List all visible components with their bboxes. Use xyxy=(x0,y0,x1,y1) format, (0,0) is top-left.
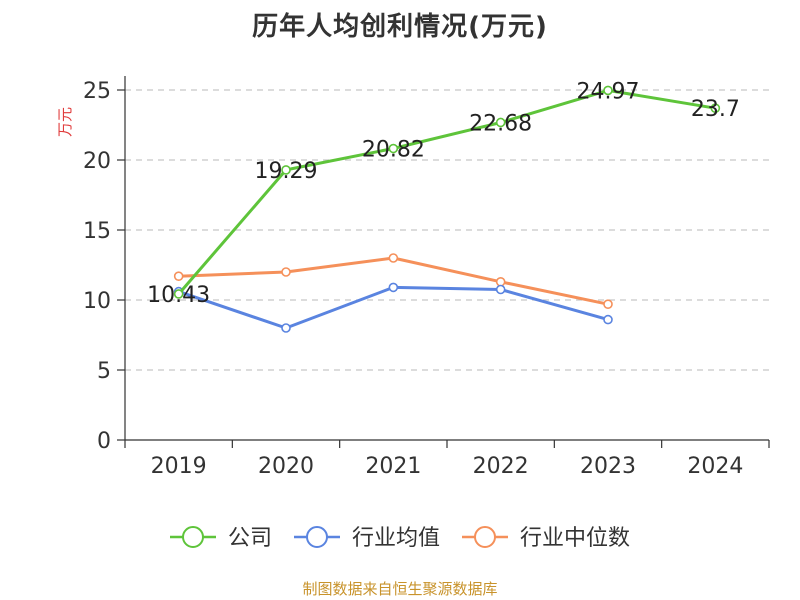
y-tick-label: 20 xyxy=(83,149,111,174)
legend-marker xyxy=(182,526,204,548)
data-point xyxy=(173,271,184,282)
x-tick-label: 2020 xyxy=(258,454,314,479)
chart-title: 历年人均创利情况(万元) xyxy=(252,12,548,42)
data-point xyxy=(388,253,399,263)
data-point xyxy=(710,103,721,113)
data-source-footer: 制图数据来自恒生聚源数据库 xyxy=(302,580,498,598)
x-tick-label: 2022 xyxy=(473,454,529,479)
axes: 0 5 10 15 20 25 2019 2020 2021 2022 2023 2024 万元 xyxy=(56,76,770,479)
data-label: 22.68 xyxy=(469,111,532,136)
legend-label: 行业均值 xyxy=(352,526,440,551)
y-axis-label: 万元 xyxy=(56,107,74,137)
data-point xyxy=(388,282,399,293)
series-line-1 xyxy=(177,285,610,330)
data-labels: 10.43 19.29 20.82 22.68 24.97 23.7 xyxy=(147,79,740,308)
x-tick-label: 2024 xyxy=(687,454,743,479)
series-line-2 xyxy=(177,256,610,306)
series-lines xyxy=(173,85,721,333)
data-point xyxy=(388,143,399,154)
data-point xyxy=(281,165,291,175)
data-point xyxy=(281,267,291,277)
x-tick-label: 2019 xyxy=(151,454,207,479)
data-label: 19.29 xyxy=(255,159,318,184)
data-point xyxy=(173,289,184,299)
y-tick-label: 10 xyxy=(83,289,111,314)
data-label: 20.82 xyxy=(362,138,425,163)
data-point xyxy=(495,276,506,287)
x-tick-label: 2021 xyxy=(365,454,421,479)
data-point xyxy=(603,85,613,96)
y-tick-label: 25 xyxy=(83,79,111,104)
y-tick-label: 5 xyxy=(97,359,111,384)
legend-label: 行业中位数 xyxy=(520,526,630,551)
data-point xyxy=(603,314,613,325)
legend-label: 公司 xyxy=(228,526,272,551)
data-label: 24.97 xyxy=(577,79,640,104)
legend-item: 行业中位数 xyxy=(462,526,630,551)
data-point xyxy=(495,284,506,295)
legend-item: 行业均值 xyxy=(294,526,440,551)
series-line-0 xyxy=(177,88,717,296)
data-point xyxy=(495,117,506,128)
legend-marker xyxy=(474,526,496,548)
x-tick-label: 2023 xyxy=(580,454,636,479)
y-tick-label: 15 xyxy=(83,219,111,244)
legend-marker xyxy=(306,526,328,548)
data-point xyxy=(281,323,291,333)
gridlines xyxy=(125,89,769,371)
y-tick-label: 0 xyxy=(97,429,111,454)
legend-item: 公司 xyxy=(170,526,272,551)
legend: 公司 行业均值 行业中位数 xyxy=(170,526,630,551)
data-point xyxy=(603,299,613,310)
data-label: 10.43 xyxy=(147,283,210,308)
data-label: 23.7 xyxy=(691,97,740,122)
